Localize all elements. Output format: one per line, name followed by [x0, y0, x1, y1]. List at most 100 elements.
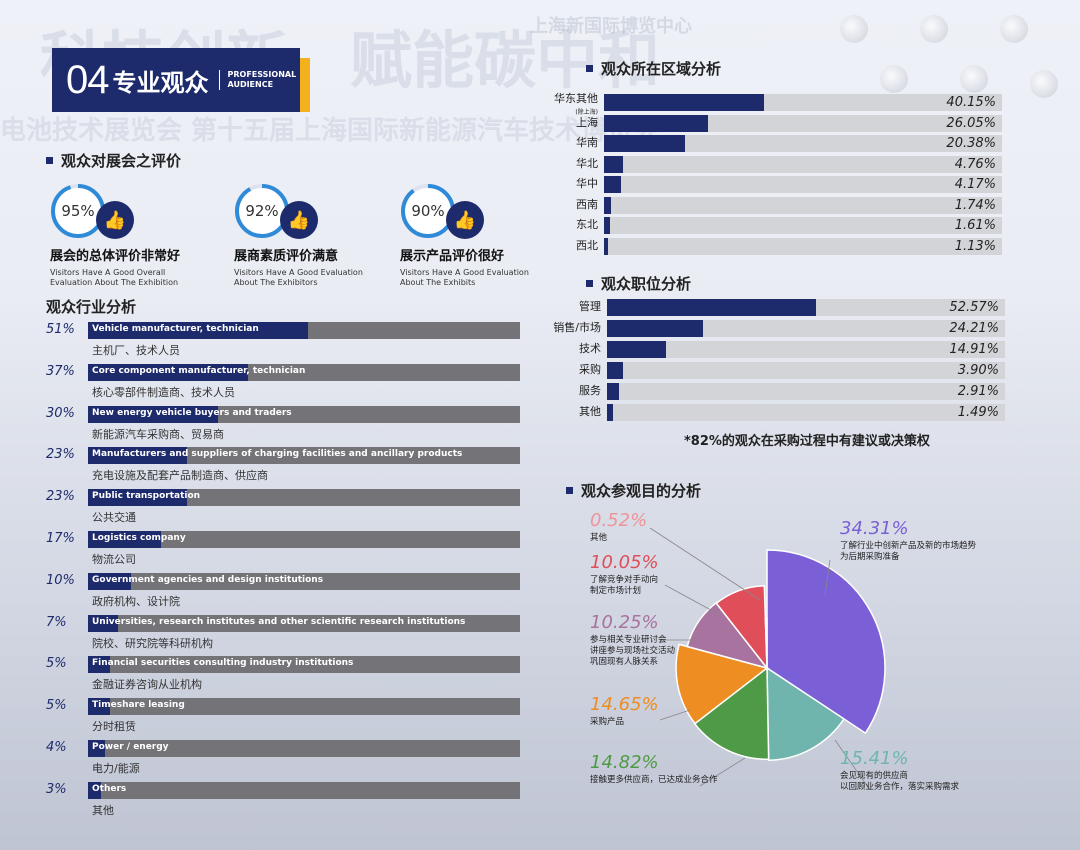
pie-slice: [715, 585, 768, 671]
industry-bar-track: [88, 781, 520, 799]
industry-label-en: Manufacturers and suppliers of charging …: [92, 449, 463, 460]
position-bar-row: 服务 2.91%: [579, 383, 1005, 400]
industry-percent: 5%: [46, 656, 67, 672]
pie-percent: 10.05%: [590, 552, 659, 573]
section-header: 04 专业观众 PROFESSIONAL AUDIENCE: [52, 48, 300, 112]
rating-label-cn: 展商素质评价满意: [234, 249, 339, 264]
region-bar-track: [604, 176, 1002, 193]
region-title: 观众所在区域分析: [586, 58, 721, 79]
region-value: 1.74%: [954, 197, 996, 213]
industry-bar: [88, 363, 248, 381]
industry-bar-row: 51% Vehicle manufacturer, technician 主机厂、技…: [46, 322, 526, 364]
industry-label-cn: 物流公司: [92, 553, 136, 566]
industry-label-en: Power / energy: [92, 742, 169, 752]
pie-percent: 10.25%: [590, 612, 659, 633]
evaluation-title: 观众对展会之评价: [46, 150, 181, 171]
position-bar-track: [607, 404, 1005, 421]
region-bar-row: 东北 1.61%: [576, 217, 1002, 234]
industry-label-cn: 公共交通: [92, 511, 136, 525]
industry-label-en: Core component manufacturer, technician: [92, 365, 306, 376]
region-label: 西北: [576, 238, 598, 252]
position-bar-row: 其他 1.49%: [579, 404, 1005, 421]
region-bar-row: 华中 4.17%: [576, 176, 1002, 193]
industry-title-text: 观众行业分析: [46, 298, 137, 316]
region-label: 东北: [576, 218, 598, 231]
pie-percent: 14.82%: [590, 752, 659, 773]
industry-bar-row: 4% Power / energy 电力/能源: [46, 740, 526, 782]
industry-bar: [88, 489, 188, 507]
position-title-text: 观众职位分析: [601, 275, 692, 293]
region-bar: [604, 217, 611, 234]
section-number: 04: [66, 57, 109, 102]
region-bar-track: [604, 237, 1002, 255]
position-bar-track: [607, 341, 1005, 358]
rating-ring: 92% 👍: [234, 183, 318, 239]
rating-ring: 90% 👍: [400, 183, 484, 239]
industry-percent: 51%: [46, 322, 75, 337]
industry-bar-track: [88, 740, 520, 757]
industry-bar-track: [88, 447, 520, 465]
position-title: 观众职位分析: [586, 273, 691, 294]
industry-bar-track: [88, 572, 520, 590]
position-label: 服务: [579, 384, 601, 397]
industry-bar: [88, 531, 162, 548]
position-bar-track: [607, 320, 1005, 337]
industry-bar-row: 10% Government agencies and design instit…: [46, 572, 526, 615]
position-label: 技术: [579, 342, 601, 355]
industry-bar-track: [88, 405, 520, 423]
pie-description: 接触更多供应商，已达成业务合作: [590, 775, 718, 785]
industry-percent: 10%: [46, 572, 75, 588]
rating-percent: 92%: [245, 202, 279, 220]
rating-ring: 95% 👍: [50, 183, 134, 239]
industry-bar-track: [88, 489, 520, 507]
region-bar-row: 上海 26.05%: [576, 114, 1002, 132]
region-bar-row: 华北 4.76%: [576, 155, 1002, 173]
industry-bar-row: 5% Timeshare leasing 分时租赁: [46, 698, 526, 740]
industry-bar-row: 23% Manufacturers and suppliers of chargi…: [46, 447, 526, 489]
bullet-square-icon: [46, 157, 53, 164]
region-bar: [604, 196, 611, 214]
industry-label-en: Others: [92, 783, 127, 794]
pie-percent: 14.65%: [590, 694, 659, 715]
position-value: 2.91%: [957, 384, 999, 399]
region-bar-track: [604, 94, 1002, 111]
region-bar: [604, 237, 609, 255]
industry-label-cn: 充电设施及配套产品制造商、供应商: [92, 469, 268, 483]
pie-description: 了解竞争对手动向 制定市场计划: [590, 575, 659, 596]
region-bar-track: [604, 155, 1002, 173]
region-label: 华中: [576, 177, 598, 190]
industry-bar: [88, 656, 110, 674]
rating-label-cn: 展会的总体评价非常好: [50, 249, 181, 264]
industry-label-cn: 主机厂、技术人员: [92, 344, 180, 357]
region-bar-row: 西北 1.13%: [576, 237, 1002, 255]
industry-label-cn: 院校、研究院等科研机构: [92, 636, 213, 650]
region-value: 4.17%: [954, 177, 996, 192]
industry-bar-row: 7% Universities, research institutes and …: [46, 614, 526, 657]
industry-percent: 3%: [46, 781, 67, 797]
position-label: 管理: [579, 300, 601, 313]
region-label: 华北: [576, 156, 598, 170]
pie-label: 0.52% 其他: [590, 510, 647, 544]
pie-slice: [675, 643, 769, 725]
thumbs-up-icon: 👍: [446, 201, 484, 239]
purpose-title-text: 观众参观目的分析: [581, 482, 702, 500]
position-value: 52.57%: [949, 300, 999, 315]
industry-bar: [88, 572, 132, 590]
section-title: 专业观众: [112, 68, 209, 97]
position-bar: [607, 404, 613, 421]
industry-bar-row: 17% Logistics company 物流公司: [46, 531, 526, 573]
pie-label: 34.31% 了解行业中创新产品及新的市场趋势 为后期采购准备: [840, 518, 976, 563]
industry-bar-track: [88, 614, 520, 632]
region-bar-row: 华南 20.38%: [576, 135, 1002, 152]
bullet-square-icon: [566, 487, 573, 494]
industry-bar-row: 3% Others 其他: [46, 781, 526, 824]
industry-bar-row: 37% Core component manufacturer, technici…: [46, 363, 526, 406]
pie-description: 其他: [590, 533, 608, 543]
industry-title: 观众行业分析: [46, 296, 136, 317]
industry-bar: [88, 405, 218, 423]
bullet-square-icon: [586, 280, 593, 287]
industry-percent: 17%: [46, 531, 75, 546]
position-bar: [607, 320, 704, 337]
pie-slice: [764, 617, 768, 669]
position-value: 1.49%: [957, 405, 999, 420]
